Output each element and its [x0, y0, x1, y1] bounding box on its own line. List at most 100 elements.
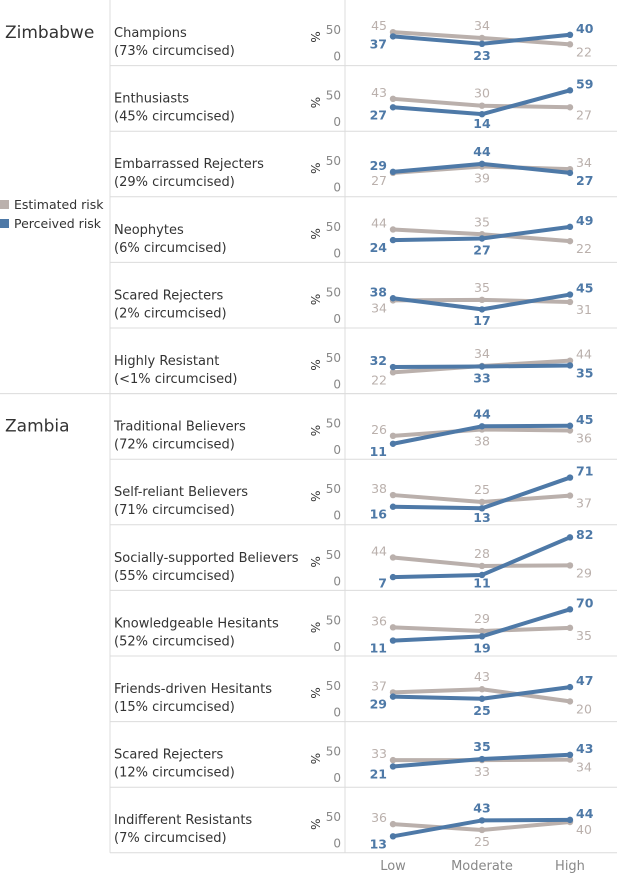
data-point-estimated [478, 34, 486, 42]
data-label-estimated: 34 [474, 346, 490, 361]
y-axis-label: % [308, 162, 322, 173]
data-label-estimated: 22 [576, 241, 592, 256]
data-label-estimated: 27 [576, 107, 592, 122]
data-label-perceived: 27 [370, 107, 387, 122]
data-label-estimated: 44 [371, 215, 387, 230]
data-point-estimated [389, 554, 397, 561]
data-label-perceived: 19 [473, 640, 490, 655]
data-label-perceived: 29 [370, 697, 387, 712]
y-tick-label: 0 [333, 312, 341, 326]
segment-name: Friends-driven Hesitants [114, 682, 272, 697]
y-axis-label: % [308, 753, 322, 764]
x-axis-tick-label: High [555, 859, 585, 874]
data-label-estimated: 43 [371, 85, 387, 100]
y-tick-label: 0 [333, 771, 341, 785]
data-label-perceived: 44 [576, 806, 594, 821]
data-point-estimated [478, 296, 486, 304]
data-label-estimated: 43 [474, 669, 490, 684]
data-label-perceived: 71 [576, 464, 593, 479]
segment-circumcision: (6% circumcised) [114, 241, 227, 256]
segment-name: Scared Rejecters [114, 288, 223, 303]
data-point-estimated [478, 498, 486, 506]
data-label-perceived: 11 [370, 444, 387, 459]
y-tick-label: 50 [326, 23, 341, 37]
line-layer [389, 28, 574, 840]
data-label-estimated: 38 [474, 433, 490, 448]
legend-swatch [0, 219, 9, 228]
segment-name: Socially-supported Believers [114, 551, 299, 566]
data-label-estimated: 44 [576, 347, 592, 362]
data-label-estimated: 25 [474, 834, 490, 849]
data-point-perceived [478, 110, 486, 118]
data-point-perceived [478, 363, 486, 370]
data-point-estimated [389, 756, 397, 764]
data-point-estimated [566, 624, 574, 632]
data-label-perceived: 7 [378, 575, 387, 590]
y-tick-label: 0 [333, 246, 341, 260]
data-label-estimated: 30 [474, 86, 490, 101]
legend-label: Perceived risk [14, 216, 102, 231]
data-point-perceived [566, 169, 574, 177]
data-label-estimated: 34 [576, 155, 592, 170]
country-label: Zambia [5, 417, 70, 437]
data-point-perceived [566, 474, 574, 481]
data-label-estimated: 35 [474, 214, 490, 229]
data-point-estimated [566, 562, 574, 569]
segment-circumcision: (45% circumcised) [114, 110, 235, 125]
segment-circumcision: (55% circumcised) [114, 569, 235, 584]
data-point-estimated [566, 237, 574, 245]
segment-name: Self-reliant Believers [114, 485, 248, 500]
y-axis-label: % [308, 228, 322, 239]
y-tick-label: 50 [326, 154, 341, 168]
data-point-perceived [389, 104, 397, 111]
data-point-estimated [389, 226, 397, 233]
data-label-perceived: 44 [473, 406, 491, 421]
data-label-perceived: 35 [576, 365, 593, 380]
data-label-perceived: 11 [473, 575, 490, 590]
data-label-estimated: 31 [576, 302, 592, 317]
data-label-perceived: 14 [473, 116, 491, 131]
data-label-estimated: 45 [371, 18, 387, 33]
y-tick-label: 0 [333, 378, 341, 392]
y-tick-label: 50 [326, 745, 341, 759]
data-label-perceived: 35 [473, 739, 490, 754]
data-label-perceived: 45 [576, 281, 593, 296]
data-point-perceived [389, 763, 397, 770]
y-tick-label: 0 [333, 443, 341, 457]
data-label-estimated: 37 [576, 496, 592, 511]
segment-circumcision: (12% circumcised) [114, 766, 235, 781]
data-label-perceived: 49 [576, 213, 593, 228]
x-axis-tick-label: Moderate [451, 859, 513, 874]
y-tick-label: 0 [333, 509, 341, 523]
y-tick-label: 50 [326, 351, 341, 365]
data-label-estimated: 35 [576, 628, 592, 643]
data-label-perceived: 16 [370, 507, 388, 522]
y-tick-label: 50 [326, 220, 341, 234]
data-point-estimated [566, 492, 574, 499]
y-tick-label: 0 [333, 50, 341, 64]
data-label-perceived: 43 [576, 741, 593, 756]
data-point-perceived [389, 503, 397, 510]
y-tick-label: 50 [326, 285, 341, 299]
data-point-perceived [389, 236, 397, 244]
data-label-estimated: 36 [371, 613, 387, 628]
y-axis-label: % [308, 556, 322, 567]
data-point-perceived [478, 160, 486, 168]
y-tick-label: 50 [326, 679, 341, 693]
data-point-estimated [478, 686, 486, 693]
data-label-perceived: 25 [473, 703, 490, 718]
data-point-perceived [566, 87, 574, 94]
data-point-perceived [478, 40, 486, 48]
data-point-estimated [478, 826, 486, 834]
y-tick-label: 50 [326, 482, 341, 496]
legend-swatch [0, 200, 9, 209]
segment-circumcision: (72% circumcised) [114, 438, 235, 453]
data-label-perceived: 70 [576, 595, 594, 610]
data-label-perceived: 82 [576, 527, 593, 542]
y-tick-label: 50 [326, 810, 341, 824]
data-point-perceived [389, 637, 397, 644]
data-label-estimated: 25 [474, 482, 490, 497]
segment-circumcision: (73% circumcised) [114, 44, 235, 59]
